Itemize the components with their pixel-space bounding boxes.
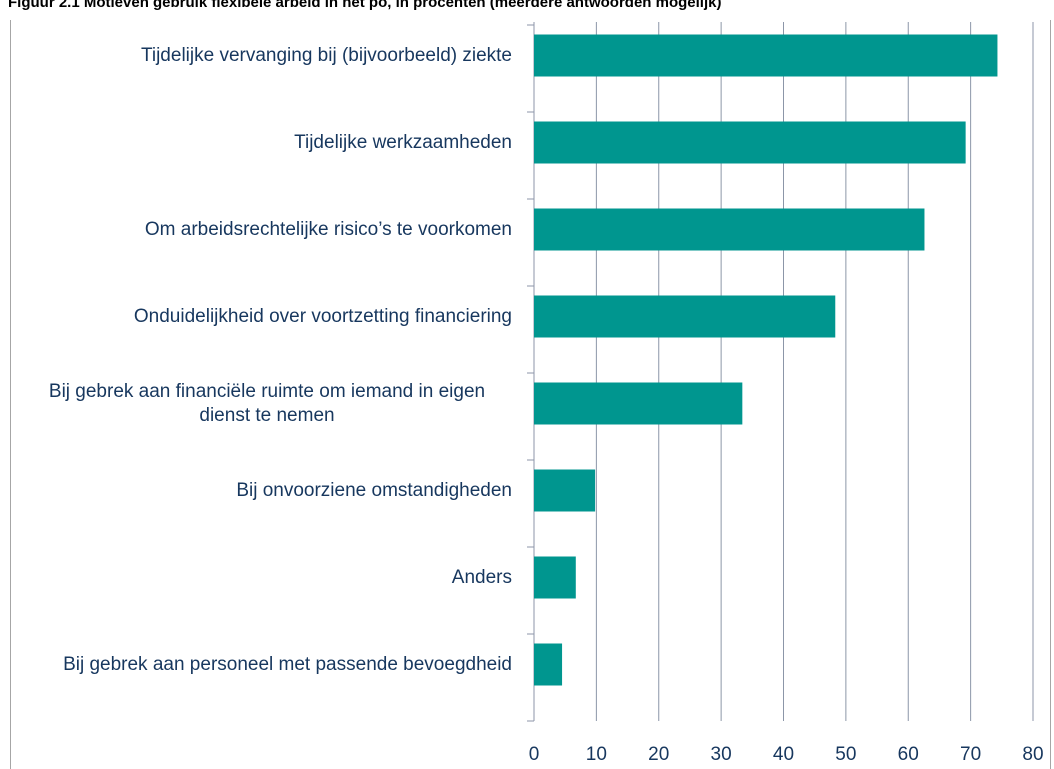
x-tick-label: 20 xyxy=(648,744,669,765)
category-label-box: Bij gebrek aan financiële ruimte om iema… xyxy=(22,360,512,447)
y-tick-label: Onduidelijkheid over voortzetting financ… xyxy=(133,305,512,327)
bar xyxy=(534,34,998,77)
bar xyxy=(534,643,563,686)
y-tick-label: Bij onvoorziene omstandigheden xyxy=(236,479,512,501)
category-label-box: Anders xyxy=(22,534,512,621)
x-tick-label: 40 xyxy=(773,744,794,765)
y-tick-label: Om arbeidsrechtelijke risico’s te voorko… xyxy=(144,218,512,240)
x-tick-label: 0 xyxy=(529,744,540,765)
category-label-box: Om arbeidsrechtelijke risico’s te voorko… xyxy=(22,186,512,273)
bar xyxy=(534,121,966,164)
x-tick-label: 30 xyxy=(711,744,732,765)
x-tick-label: 10 xyxy=(586,744,607,765)
category-label-box: Tijdelijke vervanging bij (bijvoorbeeld)… xyxy=(22,12,512,99)
y-tick-label: Tijdelijke werkzaamheden xyxy=(294,131,512,153)
bar xyxy=(534,382,743,425)
chart-title: Figuur 2.1 Motieven gebruik flexibele ar… xyxy=(8,0,722,11)
x-tick-label: 80 xyxy=(1022,744,1043,765)
y-tick-label: Anders xyxy=(451,566,512,588)
x-tick-label: 50 xyxy=(835,744,856,765)
bar xyxy=(534,556,576,599)
y-tick-label: Bij gebrek aan financiële ruimte om iema… xyxy=(48,380,486,426)
bar xyxy=(534,469,596,512)
x-tick-label: 60 xyxy=(898,744,919,765)
bar xyxy=(534,295,836,338)
y-tick-label: Bij gebrek aan personeel met passende be… xyxy=(63,653,512,675)
y-tick-label: Tijdelijke vervanging bij (bijvoorbeeld)… xyxy=(140,44,512,66)
category-label-box: Bij onvoorziene omstandigheden xyxy=(22,447,512,534)
category-label-box: Tijdelijke werkzaamheden xyxy=(22,99,512,186)
x-tick-label: 70 xyxy=(960,744,981,765)
bar xyxy=(534,208,925,251)
category-label-box: Onduidelijkheid over voortzetting financ… xyxy=(22,273,512,360)
category-label-box: Bij gebrek aan personeel met passende be… xyxy=(22,621,512,708)
